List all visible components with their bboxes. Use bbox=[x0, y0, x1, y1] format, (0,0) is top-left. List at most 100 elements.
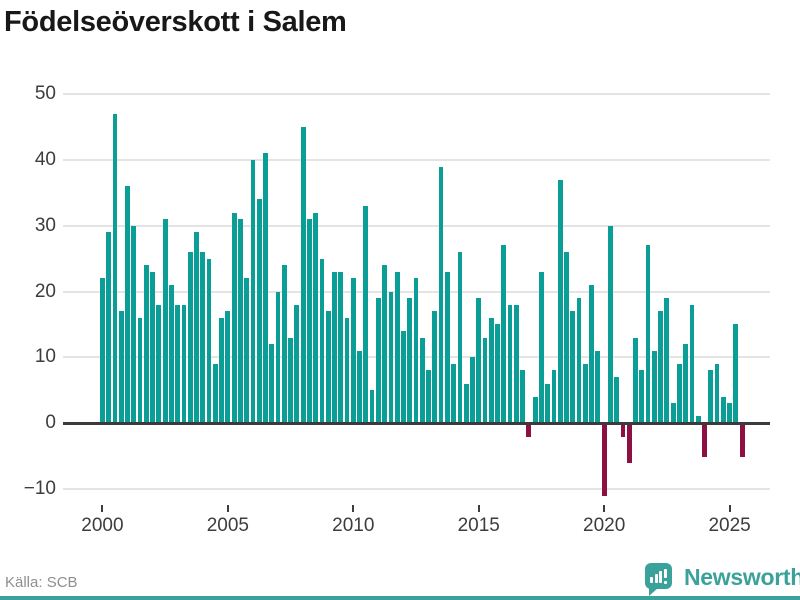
bar-2020-q1 bbox=[601, 424, 607, 497]
bar-2003-q2 bbox=[181, 304, 187, 423]
bar-2008-q1 bbox=[300, 127, 306, 423]
bar-2005-q1 bbox=[225, 311, 231, 423]
bar-2021-q2 bbox=[633, 337, 638, 423]
bar-2010-q1 bbox=[350, 278, 356, 423]
bar-2014-q4 bbox=[470, 357, 475, 423]
bar-2003-q4 bbox=[194, 232, 199, 423]
bar-2010-q4 bbox=[369, 390, 375, 423]
bar-2012-q4 bbox=[419, 337, 425, 423]
bar-2006-q2 bbox=[256, 199, 262, 423]
bar-2007-q2 bbox=[281, 265, 287, 423]
bar-2020-q3 bbox=[614, 376, 620, 423]
bar-2021-q4 bbox=[645, 245, 651, 423]
bar-2025-q2 bbox=[733, 324, 739, 423]
y-axis-label-40: 40 bbox=[34, 149, 56, 170]
bar-2014-q1 bbox=[451, 363, 457, 423]
bar-2015-q3 bbox=[488, 317, 494, 423]
bar-2025-q3 bbox=[739, 424, 745, 457]
bar-2011-q4 bbox=[394, 271, 400, 423]
bar-2004-q4 bbox=[219, 317, 224, 423]
bar-2004-q3 bbox=[212, 363, 218, 423]
bar-2006-q1 bbox=[250, 160, 256, 423]
bar-2001-q1 bbox=[125, 186, 130, 423]
bar-2023-q1 bbox=[677, 363, 682, 423]
x-tick-2025 bbox=[728, 505, 731, 512]
bar-2011-q1 bbox=[375, 298, 381, 423]
bar-2006-q4 bbox=[269, 344, 275, 423]
bar-2024-q4 bbox=[720, 396, 726, 423]
bar-2018-q1 bbox=[551, 370, 557, 423]
y-gridline--10 bbox=[63, 487, 770, 490]
bar-2021-q3 bbox=[639, 370, 645, 423]
bar-2017-q1 bbox=[526, 424, 532, 438]
bar-2023-q4 bbox=[695, 416, 701, 423]
bar-2011-q2 bbox=[382, 265, 388, 423]
bar-2008-q3 bbox=[313, 212, 319, 423]
bar-2013-q4 bbox=[444, 271, 450, 423]
bar-2010-q2 bbox=[357, 350, 362, 423]
bar-2007-q4 bbox=[294, 304, 300, 423]
bar-2005-q2 bbox=[231, 212, 237, 423]
bar-chart-speech-bubble-icon bbox=[645, 563, 672, 589]
bar-2019-q2 bbox=[582, 363, 588, 423]
bar-2004-q1 bbox=[200, 252, 206, 423]
bar-2018-q3 bbox=[564, 252, 569, 423]
bar-2006-q3 bbox=[263, 153, 268, 423]
bar-2020-q4 bbox=[620, 424, 626, 438]
bar-2007-q1 bbox=[275, 291, 281, 423]
bar-2011-q3 bbox=[388, 291, 394, 423]
y-axis-label-0: 0 bbox=[45, 412, 56, 433]
bar-2008-q4 bbox=[319, 258, 325, 423]
x-axis-zero-line bbox=[63, 421, 770, 425]
bar-2003-q3 bbox=[187, 252, 193, 423]
bar-2016-q2 bbox=[507, 304, 513, 423]
bar-2017-q2 bbox=[532, 396, 538, 423]
bar-2010-q3 bbox=[363, 206, 369, 423]
x-axis-label-2010: 2010 bbox=[332, 515, 375, 536]
bar-2014-q3 bbox=[463, 383, 469, 423]
bar-2001-q3 bbox=[137, 317, 143, 423]
bar-2013-q3 bbox=[438, 166, 444, 423]
bar-2005-q3 bbox=[237, 219, 243, 423]
x-tick-2015 bbox=[477, 505, 480, 512]
x-tick-2005 bbox=[226, 505, 229, 512]
bar-2002-q1 bbox=[150, 271, 155, 423]
bar-2009-q4 bbox=[344, 317, 350, 423]
brand-name: Newsworthy bbox=[684, 564, 800, 590]
bar-2001-q2 bbox=[131, 225, 137, 423]
y-axis-label-30: 30 bbox=[34, 214, 56, 236]
speech-bubble-tail bbox=[649, 588, 658, 596]
bar-2009-q3 bbox=[338, 271, 344, 423]
y-gridline-30 bbox=[63, 224, 770, 227]
y-axis-label-20: 20 bbox=[34, 280, 56, 302]
x-axis-label-2000: 2000 bbox=[81, 515, 124, 536]
bar-2021-q1 bbox=[626, 424, 632, 464]
bar-2018-q2 bbox=[557, 179, 563, 423]
x-tick-2000 bbox=[101, 505, 104, 512]
bar-2013-q2 bbox=[432, 311, 438, 423]
bar-2017-q4 bbox=[545, 383, 551, 423]
bar-2004-q2 bbox=[206, 258, 212, 423]
y-axis-label--10: −10 bbox=[23, 477, 56, 499]
bar-2022-q4 bbox=[670, 403, 676, 423]
bar-2022-q1 bbox=[651, 350, 657, 423]
bar-2019-q4 bbox=[595, 350, 601, 423]
bar-2018-q4 bbox=[570, 311, 576, 423]
bar-2024-q1 bbox=[702, 424, 707, 457]
bar-2001-q4 bbox=[143, 265, 149, 423]
bar-2022-q3 bbox=[664, 298, 670, 423]
y-axis-label-50: 50 bbox=[34, 83, 56, 105]
bar-2013-q1 bbox=[426, 370, 431, 423]
y-gridline-40 bbox=[63, 159, 770, 161]
bar-2023-q2 bbox=[683, 344, 689, 423]
bar-2015-q4 bbox=[495, 324, 500, 423]
bar-2016-q1 bbox=[501, 245, 507, 423]
x-axis-label-2025: 2025 bbox=[708, 515, 751, 536]
bar-2023-q3 bbox=[689, 304, 695, 423]
bar-2002-q2 bbox=[156, 304, 162, 423]
bar-2007-q3 bbox=[288, 337, 293, 423]
bar-2012-q1 bbox=[401, 330, 406, 423]
bar-2022-q2 bbox=[658, 311, 663, 423]
chart-title: Födelseöverskott i Salem bbox=[4, 6, 347, 38]
bar-2002-q4 bbox=[168, 284, 174, 423]
